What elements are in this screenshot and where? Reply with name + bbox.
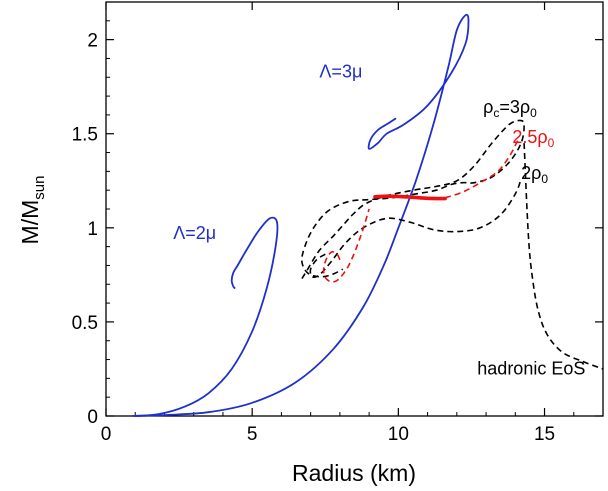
y-axis-label-main: M/M <box>17 200 43 245</box>
x-axis-label: Radius (km) <box>292 460 416 486</box>
y-tick-label: 1.5 <box>72 125 98 146</box>
series-line-rho-2rho0 <box>309 178 522 279</box>
x-tick-label: 0 <box>101 424 112 445</box>
annotations-group: Λ=3μ Λ=2μ ρc=3ρ0 2.5ρ0 2ρ0 hadronic EoS <box>173 61 585 378</box>
series-line-rho-3rho0 <box>301 119 525 280</box>
y-tick-label: 2 <box>87 31 98 52</box>
annotation-rho25: 2.5ρ0 <box>512 127 554 150</box>
x-tick-label: 10 <box>388 424 409 445</box>
series-line-hadronic <box>523 143 604 370</box>
annotation-hadronic: hadronic EoS <box>477 359 585 379</box>
series-line-lambda-3mu <box>134 13 470 417</box>
series-line-rho-2p5rho0 <box>322 208 370 283</box>
series-group <box>131 13 604 417</box>
series-line-rho-2p5rho0-upper <box>444 139 519 199</box>
series-line-rho-2p5rho0-stable <box>373 194 447 201</box>
y-tick-label: 0 <box>87 407 98 428</box>
annotation-lambda3: Λ=3μ <box>319 61 362 81</box>
y-axis-label-sub: sun <box>31 176 48 200</box>
annotation-rho3: ρc=3ρ0 <box>483 97 537 120</box>
annotation-lambda2: Λ=2μ <box>173 223 216 243</box>
y-tick-label: 1 <box>87 219 98 240</box>
x-tick-label: 15 <box>534 424 555 445</box>
series-line-lambda-2mu <box>131 216 279 417</box>
y-axis-label: M/Msun <box>17 176 48 245</box>
annotation-rho2: 2ρ0 <box>521 163 548 186</box>
x-tick-label: 5 <box>247 424 258 445</box>
axis-ticks: 0 5 10 15 0 0.5 1 1.5 2 <box>72 2 603 445</box>
y-tick-label: 0.5 <box>72 313 98 334</box>
